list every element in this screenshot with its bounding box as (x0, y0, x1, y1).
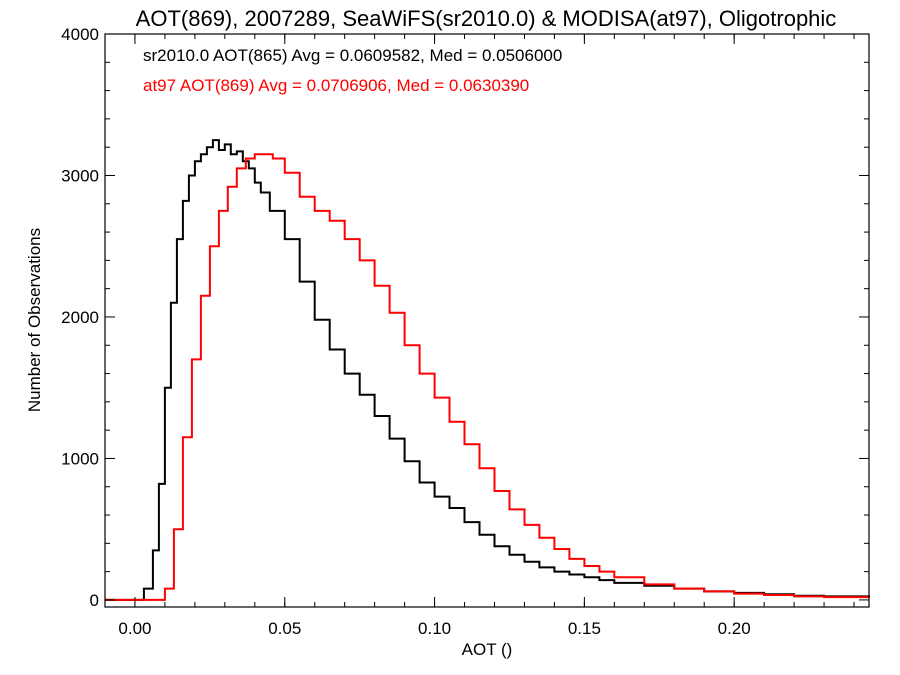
series-line-1 (105, 153, 870, 601)
series-layer (105, 139, 870, 601)
y-tick-label-3: 3000 (61, 166, 99, 185)
y-tick-label-4: 4000 (61, 25, 99, 44)
x-tick-label-2: 0.10 (418, 619, 451, 638)
x-tick-label-1: 0.05 (268, 619, 301, 638)
chart-title: AOT(869), 2007289, SeaWiFS(sr2010.0) & M… (136, 6, 837, 31)
x-tick-label-4: 0.20 (718, 619, 751, 638)
y-tick-label-1: 1000 (61, 449, 99, 468)
x-tick-label-3: 0.15 (568, 619, 601, 638)
y-axis-label: Number of Observations (25, 228, 44, 412)
tick-layer: 0.00 0.05 0.10 0.15 0.20 0 1000 2000 3000 4000 (61, 25, 869, 638)
series-line-0 (105, 139, 870, 601)
x-axis-label: AOT () (462, 640, 513, 659)
plot-frame (104, 33, 870, 608)
x-tick-label-0: 0.00 (118, 619, 151, 638)
y-tick-label-2: 2000 (61, 308, 99, 327)
legend-entry-at97: at97 AOT(869) Avg = 0.0706906, Med = 0.0… (143, 76, 529, 95)
legend-entry-sr2010: sr2010.0 AOT(865) Avg = 0.0609582, Med =… (143, 46, 562, 65)
y-tick-label-0: 0 (90, 591, 99, 610)
